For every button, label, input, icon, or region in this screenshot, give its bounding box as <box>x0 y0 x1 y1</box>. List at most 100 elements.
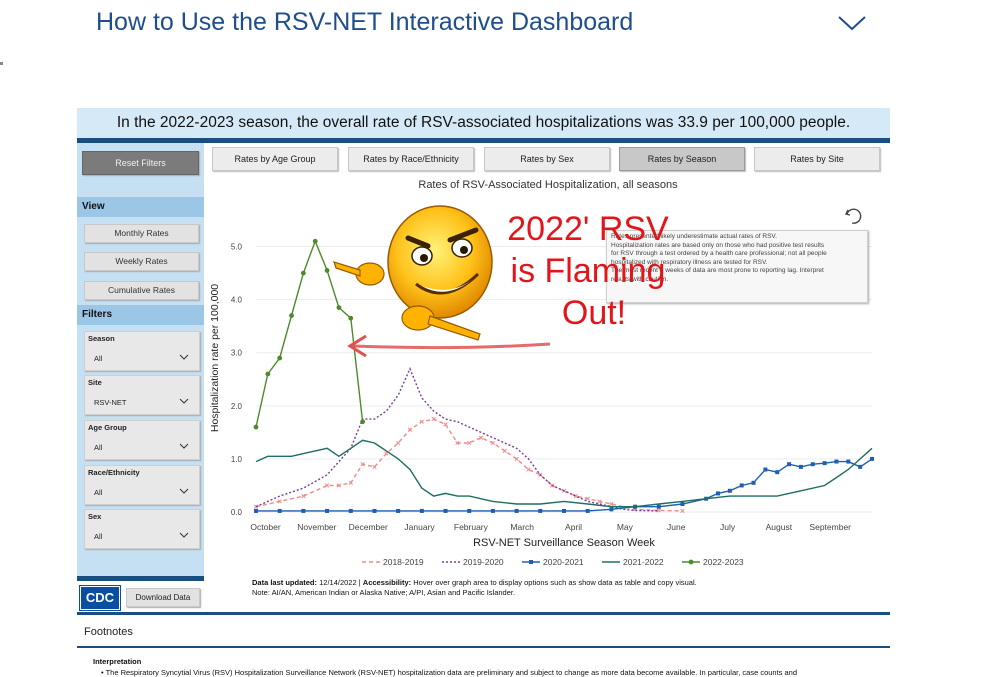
legend-label: 2018-2019 <box>383 557 424 567</box>
overlay-line: Out! <box>561 294 627 332</box>
overlay-line: is Flaming <box>510 252 666 290</box>
data-point <box>348 315 354 321</box>
chart-title: Rates of RSV-Associated Hospitalization,… <box>418 179 678 191</box>
monthly-rates-button[interactable]: Monthly Rates <box>84 224 199 243</box>
data-point <box>277 355 283 361</box>
series-line-2021-2022 <box>255 439 873 508</box>
tab-race-ethnicity[interactable]: Rates by Race/Ethnicity <box>348 147 474 171</box>
data-point <box>538 508 543 513</box>
data-point <box>526 467 531 472</box>
dashboard-frame <box>77 108 890 614</box>
age-group-filter[interactable]: Age Group All <box>84 420 200 460</box>
red-arrow-annotation <box>347 334 551 358</box>
data-point <box>562 508 566 513</box>
smirking-emoji-icon <box>333 205 493 341</box>
race-ethnicity-filter[interactable]: Race/Ethnicity All <box>84 465 200 505</box>
data-point <box>467 440 472 446</box>
filter-label: Sex <box>88 512 102 521</box>
tab-site[interactable]: Rates by Site <box>754 147 880 171</box>
undo-icon[interactable] <box>844 208 862 224</box>
updated-value: 12/14/2022 <box>319 578 357 587</box>
data-point <box>407 427 413 432</box>
reset-filters-button[interactable]: Reset Filters <box>82 151 199 175</box>
download-data-button[interactable]: Download Data <box>126 588 200 607</box>
sex-filter[interactable]: Sex All <box>84 509 200 549</box>
data-point <box>775 470 780 475</box>
legend-label: 2021-2022 <box>623 557 664 567</box>
chart-tooltip: Rates presented likely underestimate act… <box>606 230 868 303</box>
series-line-2022-2023 <box>255 239 364 428</box>
data-point <box>336 305 342 310</box>
x-tick-label: June <box>667 522 686 532</box>
data-point <box>656 508 661 513</box>
filters-heading: Filters <box>77 305 204 325</box>
footnotes-heading[interactable]: Footnotes <box>84 626 133 638</box>
overlay-line: 2022' RSV <box>507 210 669 248</box>
y-tick-label: 4.0 <box>231 296 243 305</box>
y-tick-label: 2.0 <box>231 402 243 411</box>
data-point <box>300 270 306 276</box>
data-point <box>348 508 353 513</box>
data-point <box>301 508 306 513</box>
data-point <box>396 508 401 513</box>
data-point <box>846 459 851 464</box>
data-point <box>277 499 282 504</box>
data-point <box>478 435 484 440</box>
data-point <box>716 491 720 496</box>
accessibility-text: Hover over graph area to display options… <box>413 578 697 587</box>
page-title: How to Use the RSV-NET Interactive Dashb… <box>96 8 634 36</box>
tooltip-line: Rates presented likely underestimate act… <box>611 233 777 240</box>
data-point <box>680 508 685 514</box>
data-point <box>443 508 448 513</box>
filter-value: All <box>94 488 103 497</box>
data-point <box>680 502 685 507</box>
tooltip-line: hospitalized with respiratory illness ar… <box>611 258 768 266</box>
x-tick-label: April <box>565 522 582 532</box>
x-tick-label: January <box>404 522 435 532</box>
data-point <box>727 488 732 493</box>
legend-marker <box>529 560 533 564</box>
x-tick-label: March <box>510 522 534 532</box>
series-line-2020-2021 <box>256 458 873 512</box>
filter-label: Site <box>88 378 102 387</box>
tab-season[interactable]: Rates by Season <box>619 147 745 171</box>
chevron-down-icon <box>179 398 189 404</box>
data-point <box>597 499 602 504</box>
data-point <box>336 483 342 488</box>
y-tick-label: 5.0 <box>231 243 243 252</box>
chevron-down-icon[interactable] <box>836 12 868 34</box>
updated-label: Data last updated: <box>252 578 318 587</box>
x-tick-label: December <box>349 522 388 532</box>
cdc-logo: CDC <box>79 585 121 611</box>
summary-banner: In the 2022-2023 season, the overall rat… <box>77 108 890 143</box>
chart-notes: Data last updated: 12/14/2022 | Accessib… <box>252 578 697 597</box>
x-tick-label: November <box>297 522 336 532</box>
overlay-caption: 2022' RSV is Flaming Out! <box>488 208 688 334</box>
data-point <box>396 440 401 446</box>
edge-marker <box>0 62 3 65</box>
data-point <box>763 467 768 472</box>
season-filter[interactable]: Season All <box>84 331 200 371</box>
data-point <box>348 480 353 485</box>
y-tick-label: 3.0 <box>231 349 243 358</box>
data-point <box>834 459 839 464</box>
tab-age-group[interactable]: Rates by Age Group <box>212 147 338 171</box>
data-point <box>312 238 318 244</box>
data-point <box>372 464 377 470</box>
weekly-rates-button[interactable]: Weekly Rates <box>84 252 199 271</box>
tab-sex[interactable]: Rates by Sex <box>484 147 610 171</box>
data-point <box>787 462 792 467</box>
x-axis-label: RSV-NET Surveillance Season Week <box>473 537 655 549</box>
filter-value: All <box>94 532 103 541</box>
data-point <box>277 508 282 513</box>
site-filter[interactable]: Site RSV-NET <box>84 375 200 415</box>
filter-label: Age Group <box>88 423 127 432</box>
data-point <box>265 371 271 377</box>
x-tick-label: September <box>809 522 851 532</box>
cumulative-rates-button[interactable]: Cumulative Rates <box>84 281 199 300</box>
data-point <box>254 508 258 513</box>
accessibility-label: Accessibility: <box>362 578 412 587</box>
data-point <box>810 462 815 467</box>
data-point <box>870 456 874 461</box>
data-point <box>585 508 590 513</box>
